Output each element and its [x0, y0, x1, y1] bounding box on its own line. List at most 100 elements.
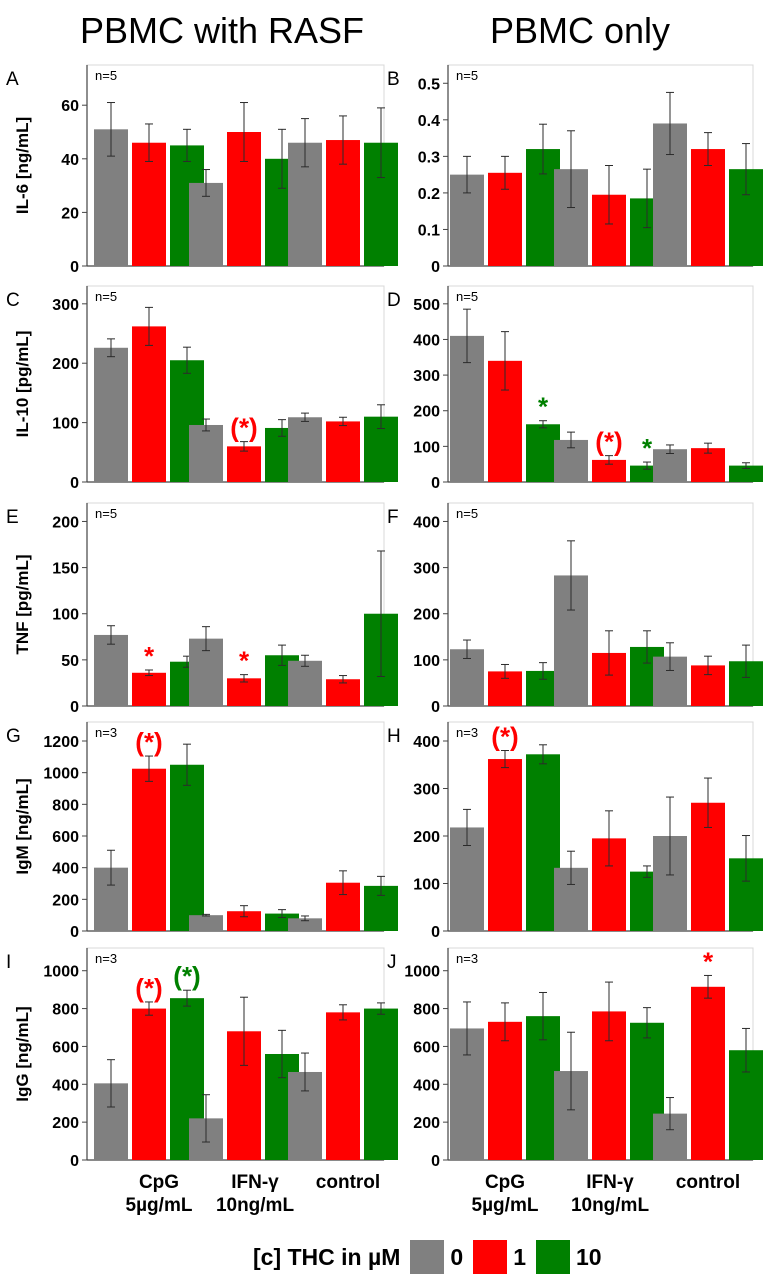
y-tick-label: 50 — [61, 653, 79, 670]
y-axis-label: IgG [ng/mL] — [13, 1006, 32, 1101]
bar-e-c1-s1 — [227, 678, 261, 706]
bar-d-c1-s1 — [592, 459, 626, 482]
chart-panel-d: 0 100 200 300 400 500 D n=5 * (*) * — [387, 285, 763, 492]
column-title-left: PBMC with RASF — [80, 10, 365, 51]
bar-b-c2-s1 — [691, 149, 725, 266]
y-tick-label: 1000 — [404, 964, 440, 981]
chart-panel-c: 0 100 200 300 C n=5 IL-10 [pg/mL] (*) — [6, 285, 398, 492]
bar-h-c0-s1 — [488, 759, 522, 931]
x-category-control-right: control — [643, 1171, 768, 1194]
panel-letter: C — [6, 290, 20, 311]
y-tick-label: 600 — [413, 1039, 440, 1056]
n-label: n=3 — [456, 951, 478, 966]
y-tick-label: 0.4 — [418, 113, 440, 130]
y-tick-label: 600 — [52, 1039, 79, 1056]
y-tick-label: 400 — [413, 332, 440, 349]
y-tick-label: 100 — [52, 607, 79, 624]
panel-letter: H — [387, 726, 401, 747]
bar-d-c2-s10 — [729, 465, 763, 482]
y-tick-label: 100 — [413, 653, 440, 670]
y-tick-label: 800 — [52, 797, 79, 814]
n-label: n=3 — [456, 725, 478, 740]
chart-panel-h: 0 100 200 300 400 H n=3 (*) — [387, 721, 763, 941]
significance-marker: (*) — [230, 413, 257, 443]
chart-panel-e: 0 50 100 150 200 E n=5 TNF [pg/mL] * * — [6, 502, 398, 716]
bar-c-c2-s1 — [326, 421, 360, 482]
bar-c-c2-s0 — [288, 417, 322, 482]
y-tick-label: 200 — [413, 607, 440, 624]
bar-j-c2-s1 — [691, 986, 725, 1160]
y-tick-label: 150 — [52, 561, 79, 578]
bar-i-c2-s1 — [326, 1012, 360, 1160]
x-category-sublabel: 5µg/mL — [471, 1195, 539, 1216]
bar-e-c2-s0 — [288, 660, 322, 706]
legend-swatch-0 — [410, 1240, 445, 1274]
y-tick-label: 1000 — [43, 964, 79, 981]
bar-e-c2-s1 — [326, 679, 360, 706]
y-tick-label: 200 — [52, 1115, 79, 1132]
x-category-label: CpG — [484, 1172, 526, 1193]
y-tick-label: 0.3 — [418, 149, 440, 166]
significance-marker: * — [538, 392, 549, 422]
column-title-right: PBMC only — [490, 10, 671, 51]
chart-panel-j: 0 200 400 600 800 1000 J n=3 * — [387, 946, 763, 1170]
legend-swatch-1 — [473, 1240, 508, 1274]
y-tick-label: 60 — [61, 98, 79, 115]
y-tick-label: 600 — [52, 829, 79, 846]
panel-letter: E — [6, 507, 19, 528]
panel-letter: F — [387, 507, 399, 528]
panel-letter: J — [387, 952, 397, 973]
y-tick-label: 400 — [413, 734, 440, 751]
y-tick-label: 400 — [413, 514, 440, 531]
significance-marker: (*) — [135, 973, 162, 1003]
y-tick-label: 300 — [413, 368, 440, 385]
y-axis-label: IL-6 [ng/mL] — [13, 117, 32, 214]
n-label: n=3 — [95, 951, 117, 966]
x-category-control-left: control — [283, 1171, 413, 1194]
y-axis-label: IL-10 [pg/mL] — [13, 331, 32, 438]
chart-panel-a: 0 20 40 60 A n=5 IL-6 [ng/mL] — [6, 64, 398, 276]
legend-swatch-10 — [536, 1240, 570, 1274]
y-tick-label: 0 — [70, 475, 79, 492]
y-tick-label: 800 — [413, 1002, 440, 1019]
n-label: n=5 — [95, 289, 117, 304]
y-axis-label: TNF [pg/mL] — [13, 554, 32, 654]
legend-label-1: 1 — [513, 1243, 526, 1270]
bar-i-c0-s1 — [132, 1008, 166, 1160]
n-label: n=3 — [95, 725, 117, 740]
y-tick-label: 300 — [413, 782, 440, 799]
y-tick-label: 0 — [431, 475, 440, 492]
y-axis-label: IgM [ng/mL] — [13, 778, 32, 874]
y-tick-label: 400 — [52, 861, 79, 878]
n-label: n=5 — [95, 68, 117, 83]
y-tick-label: 1000 — [43, 766, 79, 783]
y-tick-label: 0 — [431, 259, 440, 276]
significance-marker: * — [239, 646, 250, 676]
y-tick-label: 0.5 — [418, 76, 440, 93]
y-tick-label: 0 — [70, 259, 79, 276]
bar-c-c1-s1 — [227, 446, 261, 482]
panel-letter: G — [6, 726, 21, 747]
panel-letter: I — [6, 952, 11, 973]
bar-e-c0-s1 — [132, 672, 166, 706]
significance-marker: (*) — [491, 722, 518, 752]
y-tick-label: 200 — [413, 829, 440, 846]
significance-marker: * — [144, 641, 155, 671]
y-tick-label: 400 — [413, 1077, 440, 1094]
y-tick-label: 200 — [52, 514, 79, 531]
y-tick-label: 200 — [413, 1115, 440, 1132]
y-tick-label: 0 — [431, 1153, 440, 1170]
bar-g-c1-s1 — [227, 911, 261, 931]
significance-marker: * — [703, 946, 714, 976]
panel-letter: A — [6, 69, 19, 90]
y-tick-label: 1200 — [43, 734, 79, 751]
y-tick-label: 0 — [70, 1153, 79, 1170]
y-tick-label: 40 — [61, 152, 79, 169]
y-tick-label: 20 — [61, 205, 79, 222]
panel-letter: B — [387, 69, 400, 90]
bar-j-c0-s1 — [488, 1021, 522, 1160]
x-category-ifn-right: IFN-γ 10ng/mL — [545, 1171, 675, 1217]
x-category-cpg-left: CpG 5µg/mL — [94, 1171, 224, 1217]
x-category-label: control — [675, 1172, 741, 1193]
